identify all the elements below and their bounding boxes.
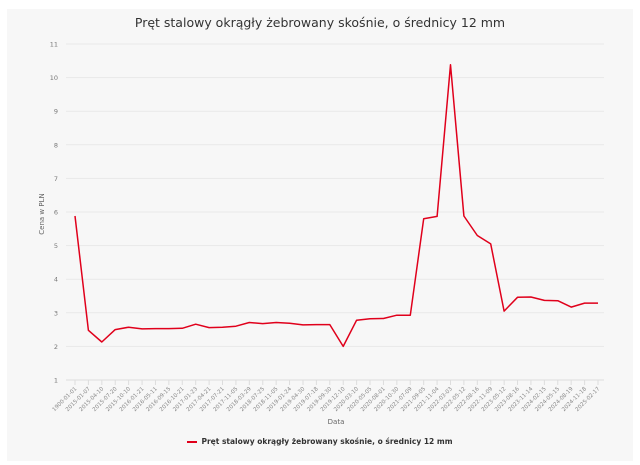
y-tick-label: 5: [54, 242, 58, 250]
y-axis-label: Cena w PLN: [38, 193, 46, 234]
y-tick-label: 11: [50, 41, 58, 49]
y-tick-label: 9: [54, 108, 58, 116]
gridlines: [66, 43, 604, 381]
x-axis-label: Data: [328, 418, 345, 426]
y-axis-ticks: 1 2 3 4 5 6 7 8 9 10 11: [50, 41, 58, 385]
chart-title: Pręt stalowy okrągły żebrowany skośnie, …: [134, 15, 506, 30]
data-series: [74, 64, 598, 348]
y-tick-label: 8: [54, 141, 58, 149]
y-tick-label: 7: [54, 175, 58, 183]
series-line[interactable]: [74, 64, 598, 348]
chart-panel: [7, 9, 633, 461]
legend-swatch-icon: [187, 441, 198, 443]
y-tick-label: 6: [54, 209, 58, 217]
x-axis: 1900-01-012015-01-072015-04-102015-07-20…: [52, 380, 602, 413]
y-tick-label: 3: [54, 309, 58, 317]
y-tick-label: 2: [54, 343, 58, 351]
y-tick-label: 1: [54, 377, 58, 385]
legend-label: Pręt stalowy okrągły żebrowany skośnie, …: [201, 437, 453, 446]
y-tick-label: 4: [54, 276, 58, 284]
y-tick-label: 10: [50, 74, 58, 82]
legend[interactable]: Pręt stalowy okrągły żebrowany skośnie, …: [0, 437, 640, 446]
